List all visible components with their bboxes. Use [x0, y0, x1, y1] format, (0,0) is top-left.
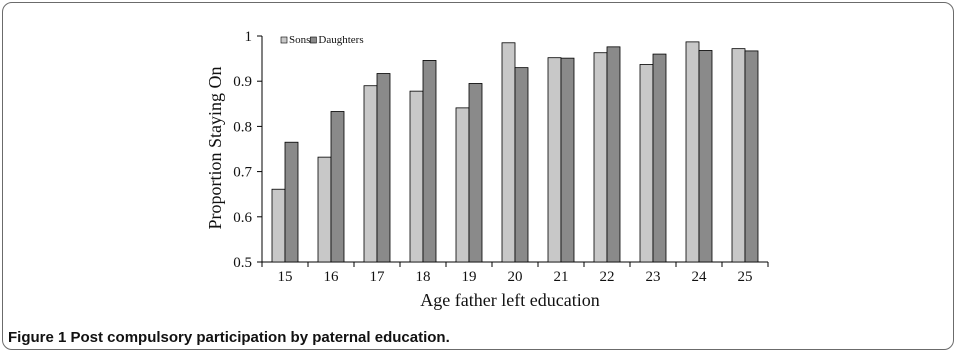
bar-daughters-19 [468, 83, 483, 263]
y-tick-label: 0.8 [233, 119, 252, 135]
bar-daughters-24 [698, 50, 713, 263]
bar-daughters-15 [284, 141, 299, 263]
bar-daughters-16 [330, 111, 345, 263]
x-tick-label: 25 [738, 269, 753, 285]
bar-daughters-20 [514, 67, 529, 263]
legend-swatch [280, 36, 288, 44]
x-tick-label: 15 [278, 269, 293, 285]
y-tick-label: 1 [245, 29, 253, 45]
x-tick-label: 16 [324, 269, 340, 285]
y-tick-label: 0.5 [233, 255, 252, 271]
x-tick-label: 20 [508, 269, 523, 285]
bar-sons-21 [547, 57, 562, 263]
x-ticks: 15 16 17 18 19 20 21 22 23 24 25 [261, 262, 769, 285]
x-tick-label: 17 [370, 269, 386, 285]
y-tick-label: 0.6 [233, 210, 252, 226]
legend-label: Sons [289, 34, 310, 46]
bar-sons-20 [501, 42, 516, 263]
y-tick-label: 0.9 [233, 74, 252, 90]
x-tick-label: 24 [692, 269, 708, 285]
bar-daughters-25 [744, 50, 759, 263]
legend: Sons Daughters [280, 34, 364, 46]
x-axis-label: Age father left education [420, 290, 599, 310]
bar-sons-16 [317, 156, 332, 263]
x-tick-label: 19 [462, 269, 477, 285]
x-tick-label: 21 [554, 269, 569, 285]
bar-sons-23 [639, 64, 654, 263]
bar-sons-25 [731, 48, 746, 263]
bar-sons-15 [271, 188, 286, 263]
x-tick-label: 22 [600, 269, 615, 285]
bar-sons-19 [455, 107, 470, 263]
bar-daughters-21 [560, 57, 575, 263]
bar-daughters-18 [422, 60, 437, 263]
legend-swatch [310, 36, 317, 44]
bar-sons-22 [593, 52, 608, 263]
x-tick-label: 23 [646, 269, 661, 285]
bar-sons-17 [363, 85, 378, 263]
figure-caption: Figure 1 Post compulsory participation b… [8, 329, 450, 346]
bar-daughters-17 [376, 73, 391, 263]
x-tick-label: 18 [416, 269, 431, 285]
y-ticks: 0.5 0.6 0.7 0.8 0.9 1 [233, 29, 262, 271]
bars [271, 41, 759, 263]
bar-sons-24 [685, 41, 700, 263]
bar-daughters-22 [606, 46, 621, 263]
bar-daughters-23 [652, 53, 667, 263]
bar-sons-18 [409, 90, 424, 263]
y-tick-label: 0.7 [233, 165, 252, 181]
legend-label: Daughters [318, 34, 363, 46]
y-axis-label: Proportion Staying On [205, 66, 225, 229]
